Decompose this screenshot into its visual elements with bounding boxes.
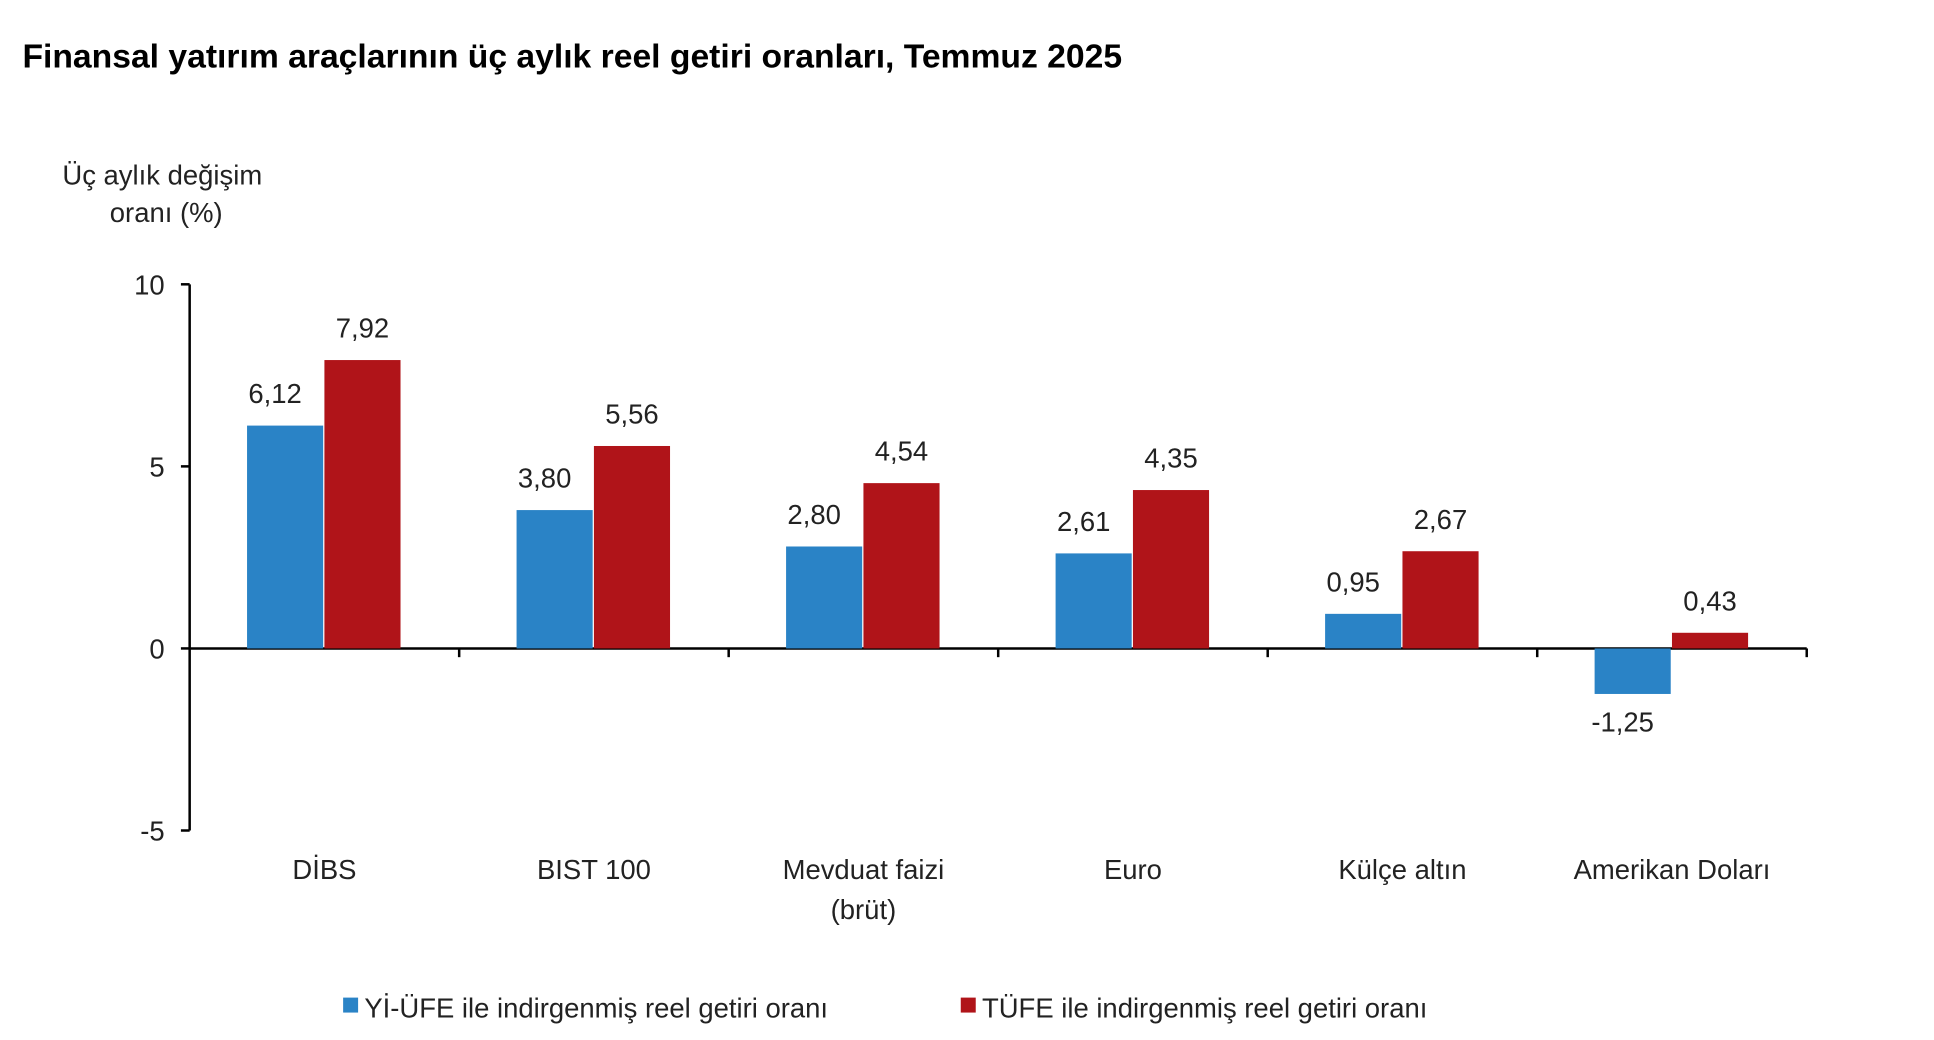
- bar-yi-ufe: [1594, 648, 1671, 694]
- data-label: 2,61: [1057, 506, 1110, 537]
- bar-yi-ufe: [1325, 613, 1402, 649]
- y-axis-label-line2: oranı (%): [110, 197, 223, 228]
- bar-yi-ufe: [786, 546, 863, 649]
- data-label: 3,80: [518, 463, 571, 494]
- legend-label: TÜFE ile indirgenmiş reel getiri oranı: [982, 993, 1427, 1024]
- y-axis-label-line1: Üç aylık değişim: [62, 160, 262, 191]
- legend-swatch: [343, 997, 359, 1013]
- data-label: 4,35: [1144, 443, 1197, 474]
- data-label: 0,43: [1683, 585, 1736, 616]
- data-label: 4,54: [875, 436, 928, 467]
- y-tick-label: 0: [149, 633, 164, 664]
- bar-yi-ufe: [247, 425, 324, 649]
- bar-yi-ufe: [1055, 553, 1132, 649]
- y-tick-label: 5: [149, 451, 164, 482]
- y-tick-label: -5: [140, 815, 164, 846]
- data-label: 2,67: [1414, 504, 1467, 535]
- x-tick-label: Mevduat faizi: [783, 854, 945, 885]
- data-label: 5,56: [605, 399, 658, 430]
- data-label: -1,25: [1591, 706, 1654, 737]
- x-tick-label: Külçe altın: [1338, 854, 1466, 885]
- data-label: 7,92: [336, 313, 389, 344]
- data-label: 6,12: [248, 378, 301, 409]
- x-tick-label: Amerikan Doları: [1574, 854, 1771, 885]
- bar-tufe: [863, 483, 940, 649]
- y-tick-label: 10: [134, 269, 165, 300]
- bar-tufe: [593, 445, 671, 649]
- x-tick-label: (brüt): [831, 894, 897, 925]
- x-tick-label: BIST 100: [537, 854, 651, 885]
- bar-tufe: [324, 360, 401, 649]
- bar-tufe: [1402, 551, 1479, 649]
- x-tick-label: Euro: [1104, 854, 1162, 885]
- data-label: 0,95: [1326, 566, 1379, 597]
- x-tick-label: DİBS: [292, 854, 356, 885]
- legend-label: Yİ-ÜFE ile indirgenmiş reel getiri oranı: [364, 993, 828, 1024]
- legend-swatch: [960, 997, 976, 1013]
- data-label: 2,80: [787, 499, 840, 530]
- bar-tufe: [1671, 632, 1749, 649]
- chart-title: Finansal yatırım araçlarının üç aylık re…: [22, 38, 1122, 75]
- bar-yi-ufe: [516, 510, 593, 649]
- bar-tufe: [1132, 490, 1210, 649]
